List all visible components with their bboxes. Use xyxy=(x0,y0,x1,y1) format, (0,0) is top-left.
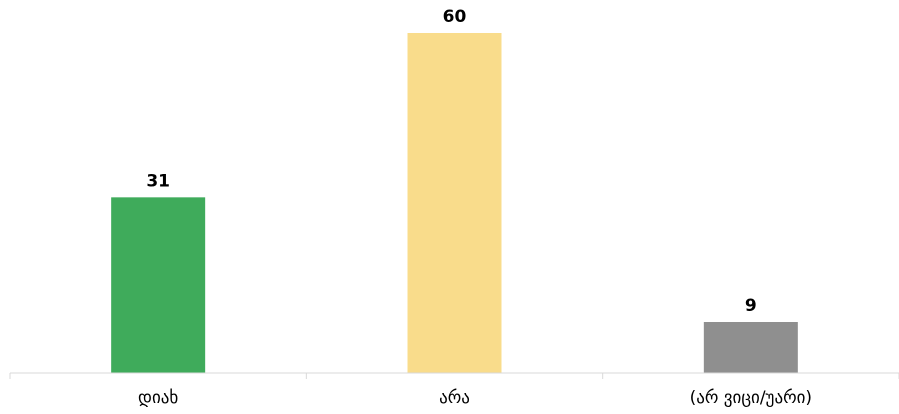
bar-3 xyxy=(703,322,798,373)
value-label-1: 31 xyxy=(146,171,170,191)
value-label-3: 9 xyxy=(745,296,757,316)
value-labels-group: 31 60 9 xyxy=(146,7,756,316)
value-label-2: 60 xyxy=(443,7,467,27)
x-axis-ticks-group xyxy=(9,373,899,379)
bar-1 xyxy=(111,197,206,373)
bars-group xyxy=(111,33,798,373)
category-label-3: (არ ვიცი/უარი) xyxy=(690,388,812,408)
bar-2 xyxy=(407,33,502,373)
category-label-2: არა xyxy=(439,388,470,408)
category-label-1: დიახ xyxy=(138,388,178,408)
category-labels-group: დიახ არა (არ ვიცი/უარი) xyxy=(138,388,812,408)
